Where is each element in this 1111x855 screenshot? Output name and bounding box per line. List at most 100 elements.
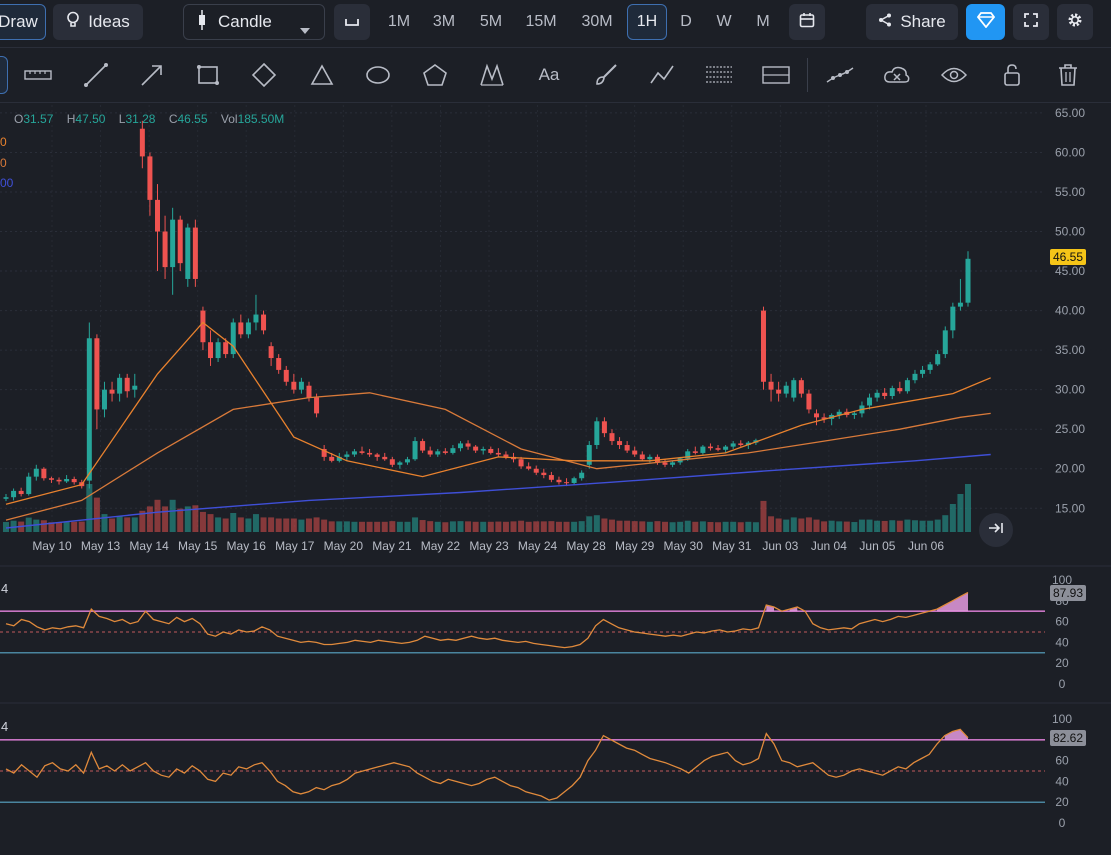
hide-cloud-icon[interactable]	[879, 57, 915, 93]
x-tick-label: Jun 06	[908, 539, 944, 553]
text-icon[interactable]: Aa	[538, 65, 560, 84]
timeframe-1m[interactable]: 1M	[387, 13, 411, 30]
volume-bar	[48, 522, 55, 532]
volume-bar	[775, 518, 782, 532]
trend-line-icon[interactable]	[78, 57, 114, 93]
volume-bar	[571, 521, 578, 532]
ruler-icon[interactable]	[20, 57, 56, 93]
x-tick-label: May 21	[372, 539, 412, 553]
volume-bar	[412, 517, 419, 532]
rsi-2-y-tick: 0	[1059, 816, 1066, 830]
x-tick-label: Jun 04	[811, 539, 847, 553]
volume-bar	[858, 519, 865, 532]
timeframe-15m[interactable]: 15M	[525, 13, 557, 30]
ideas-button[interactable]: Ideas	[53, 4, 143, 40]
candle-body	[389, 459, 395, 465]
toolbar-divider	[807, 58, 808, 92]
pattern-icon[interactable]	[474, 57, 510, 93]
rsi-pane-2: 100806040200	[0, 702, 1111, 830]
candle-body	[601, 421, 607, 434]
path-icon[interactable]	[644, 57, 680, 93]
x-tick-label: May 23	[469, 539, 509, 553]
timeframe-30m[interactable]: 30M	[581, 13, 613, 30]
volume-bar	[215, 517, 222, 532]
volume-bar	[290, 518, 297, 532]
candle-body	[715, 448, 721, 450]
candle-body	[647, 456, 653, 460]
y-tick-label: 60.00	[1055, 145, 1085, 159]
premium-button[interactable]	[966, 4, 1005, 40]
settings-button[interactable]	[1057, 4, 1093, 40]
candle-body	[692, 451, 698, 453]
range-icon[interactable]	[758, 57, 794, 93]
y-tick-label: 30.00	[1055, 383, 1085, 397]
volume-bar	[321, 519, 328, 532]
brush-icon[interactable]	[588, 57, 624, 93]
draw-label: Draw	[0, 12, 38, 31]
candle-body	[359, 451, 365, 453]
candle-body	[760, 310, 766, 382]
candle-body	[223, 342, 229, 355]
volume-bar	[230, 513, 237, 532]
timeframe-m[interactable]: M	[756, 13, 770, 30]
scroll-to-latest-button[interactable]	[979, 513, 1013, 547]
candle-body	[261, 314, 267, 331]
candle-body	[124, 377, 130, 392]
candle-body	[935, 354, 941, 365]
candle-body	[556, 479, 562, 483]
candle-body	[927, 364, 933, 370]
candle-body	[253, 314, 259, 323]
high-value: 47.50	[75, 112, 106, 126]
timeframe-d[interactable]: D	[680, 13, 692, 30]
calendar-button[interactable]	[789, 4, 825, 40]
volume-bar	[586, 516, 593, 532]
x-tick-label: Jun 05	[859, 539, 895, 553]
interval-separator-button[interactable]	[334, 4, 370, 40]
timeframe-1h[interactable]: 1H	[627, 4, 667, 40]
volume-bar	[40, 520, 47, 532]
rsi-1-y-tick: 0	[1059, 677, 1066, 691]
arrow-icon[interactable]	[134, 57, 170, 93]
candle-body	[465, 443, 471, 447]
trash-icon[interactable]	[1050, 57, 1086, 93]
axes: 65.00 60.00 55.00 50.00 45.00 40.00 35.00 30.00…	[32, 106, 1085, 553]
volume-bar	[813, 519, 820, 532]
rsi-2-line	[5, 728, 969, 801]
volume-bar	[874, 520, 881, 532]
timeframe-5m[interactable]: 5M	[479, 13, 503, 30]
timeframe-w[interactable]: W	[716, 13, 732, 30]
volume-bar	[207, 514, 214, 532]
candle-body	[518, 459, 524, 467]
candle-body	[457, 443, 463, 449]
candle-body	[700, 446, 706, 453]
x-tick-label: May 16	[227, 539, 267, 553]
candle-body	[586, 445, 592, 465]
volume-bar	[942, 515, 949, 532]
measure-icon[interactable]	[822, 57, 858, 93]
fullscreen-button[interactable]	[1013, 4, 1049, 40]
polygon-icon[interactable]	[417, 57, 453, 93]
cursor-tool[interactable]	[0, 56, 8, 94]
ellipse-icon[interactable]	[360, 57, 396, 93]
candle-body	[56, 479, 62, 482]
candle-body	[427, 450, 433, 455]
candle-body	[791, 380, 797, 398]
chart-type-select[interactable]: Candle	[183, 4, 325, 40]
draw-button[interactable]: Draw	[0, 4, 46, 40]
candle-body	[26, 476, 32, 495]
volume-bar	[109, 518, 116, 532]
volume-bar	[472, 521, 479, 532]
triangle-icon[interactable]	[304, 57, 340, 93]
rotated-rectangle-icon[interactable]	[246, 57, 282, 93]
rectangle-icon[interactable]	[190, 57, 226, 93]
eye-icon[interactable]	[936, 57, 972, 93]
volume-bar	[646, 521, 653, 532]
candle-body	[33, 468, 39, 477]
x-tick-label: May 31	[712, 539, 752, 553]
share-button[interactable]: Share	[866, 4, 958, 40]
volume-bar	[752, 522, 759, 532]
candle-body	[851, 413, 857, 415]
lock-icon[interactable]	[994, 57, 1030, 93]
timeframe-3m[interactable]: 3M	[432, 13, 456, 30]
